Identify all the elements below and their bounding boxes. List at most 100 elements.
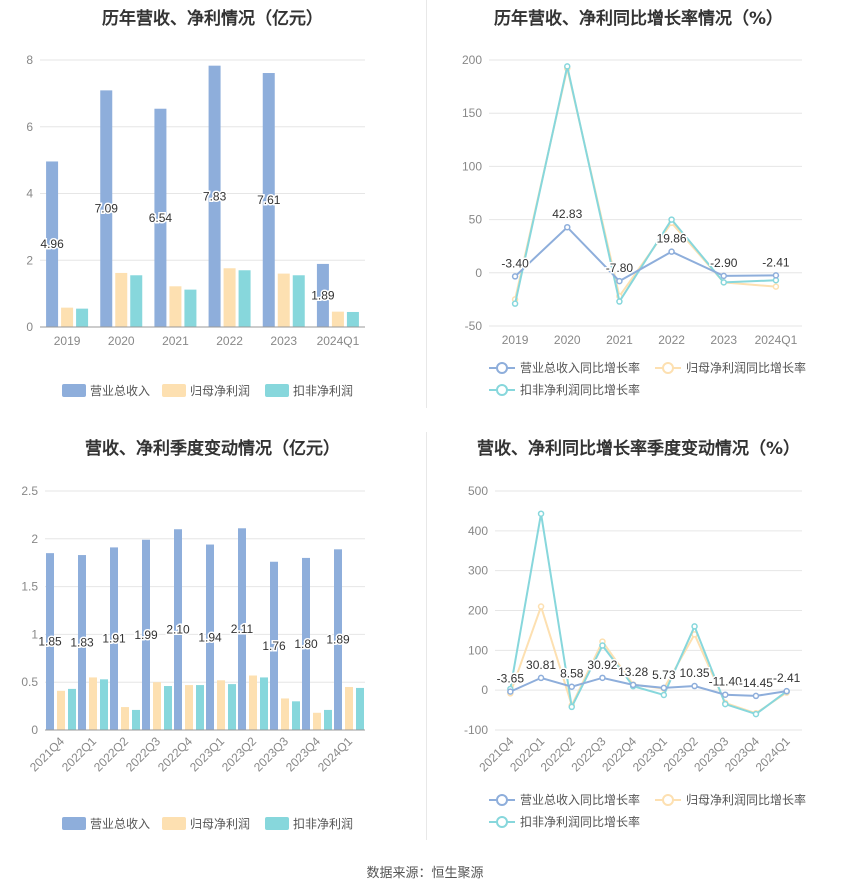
legend-label: 扣非净利润 (293, 384, 353, 398)
quarterly-revenue-profit-chart: 0 0.5 1 1.5 2 2.5 1.85 1.83 1.91 1.99 2.10 1.94 2.11… (21, 484, 365, 831)
data-label: 7.83 (203, 189, 227, 203)
series-line (509, 676, 787, 697)
annual-revenue-profit-chart: 0 2 4 6 8 4.96 7.09 6.54 7.83 7.61 1.89 2019 2020 202… (26, 53, 365, 398)
x-tick-label: 2023 (710, 333, 737, 347)
quarterly-revenue-profit-panel: 营收、净利季度变动情况（亿元） 0 0.5 1 1.5 2 2.5 1.85 1.83 1.91… (0, 430, 425, 850)
data-label: 30.92 (587, 658, 617, 672)
y-tick-label: 0 (31, 723, 38, 737)
x-tick-label: 2023Q4 (283, 734, 323, 774)
quarterly-growth-panel: 营收、净利同比增长率季度变动情况（%） -100 0 100 200 300 400 500… (427, 430, 850, 850)
legend-label: 营业总收入 (90, 817, 150, 831)
data-label: -2.41 (762, 255, 790, 269)
bar (130, 275, 143, 327)
y-tick-label: 200 (468, 604, 488, 618)
y-tick-label: 0.5 (21, 675, 38, 689)
x-tick-label: 2022Q4 (155, 734, 195, 774)
legend-swatch (265, 817, 289, 830)
y-tick-label: 2.5 (21, 484, 38, 498)
data-point (772, 272, 780, 279)
annual-growth-chart: -50 0 50 100 150 200 -3.40 42.83 -7.80 19.86 -2.90… (462, 53, 806, 397)
data-point (668, 248, 675, 255)
data-point (537, 674, 545, 682)
chart-title: 历年营收、净利同比增长率情况（%） (493, 9, 784, 29)
data-point (568, 683, 575, 690)
legend-label: 营业总收入同比增长率 (520, 792, 640, 807)
data-label: 1.89 (311, 288, 335, 302)
bar (121, 707, 129, 730)
legend-label: 营业总收入同比增长率 (520, 360, 640, 375)
data-point (564, 223, 571, 231)
data-point (564, 63, 571, 70)
data-label: -3.65 (497, 672, 525, 686)
data-label: 10.35 (680, 666, 710, 680)
legend-label: 归母净利润 (190, 817, 250, 831)
bars (46, 528, 364, 730)
bar (356, 687, 364, 730)
bar (260, 677, 268, 730)
legend-marker (496, 362, 508, 374)
y-tick-label: 1 (31, 627, 38, 641)
x-tick-label: 2024Q1 (317, 334, 360, 348)
legend-label: 归母净利润同比增长率 (686, 792, 806, 807)
y-tick-label: 150 (462, 106, 482, 120)
legend-label: 归母净利润同比增长率 (686, 360, 806, 375)
data-point (511, 300, 519, 307)
series-line (509, 513, 788, 716)
y-tick-label: 50 (469, 213, 483, 227)
bar (217, 680, 225, 730)
data-label: 1.85 (38, 635, 62, 649)
x-tick-label: 2020 (554, 333, 581, 347)
bar (142, 539, 150, 730)
chart-title: 历年营收、净利情况（亿元） (102, 9, 323, 29)
data-label: 30.81 (526, 658, 556, 672)
data-point (752, 710, 760, 718)
x-tick-label: 2023 (270, 334, 297, 348)
legend-swatch (62, 817, 86, 830)
data-label: -7.80 (606, 261, 634, 275)
bar (76, 308, 89, 327)
bar (281, 698, 289, 730)
data-point (629, 681, 637, 689)
data-point (752, 692, 760, 700)
data-point (537, 603, 545, 610)
y-tick-label: 0 (481, 683, 488, 697)
y-tick-label: 300 (468, 564, 488, 578)
data-point (537, 510, 545, 517)
legend-marker (496, 384, 508, 396)
x-tick-label: 2022Q2 (91, 734, 131, 774)
bar (46, 161, 59, 327)
bar (57, 690, 65, 730)
data-point (660, 684, 668, 692)
bar (61, 307, 74, 327)
x-tick-label: 2023Q3 (251, 734, 291, 774)
data-point (599, 674, 606, 682)
x-tick-label: 2024Q1 (753, 734, 793, 774)
data-point (722, 691, 729, 698)
series-line (514, 66, 776, 305)
x-tick-label: 2019 (54, 334, 81, 348)
legend-label: 扣非净利润同比增长率 (520, 814, 640, 829)
data-label: -3.40 (501, 256, 529, 270)
bar (89, 677, 97, 730)
bar (153, 682, 161, 730)
legend-marker (496, 816, 508, 828)
bar (238, 270, 251, 327)
data-label: 4.96 (40, 237, 64, 251)
legend-label: 营业总收入 (90, 384, 150, 398)
bar (292, 275, 305, 327)
bar (174, 529, 182, 730)
y-tick-label: 2 (26, 253, 33, 267)
bar (223, 268, 236, 327)
bar (292, 701, 300, 730)
data-label: 13.28 (618, 665, 648, 679)
data-label: 5.73 (652, 668, 676, 682)
legend-label: 扣非净利润 (293, 817, 353, 831)
x-tick-label: 2019 (502, 333, 529, 347)
y-tick-label: 2 (31, 532, 38, 546)
legend-swatch (265, 384, 289, 397)
y-tick-label: 100 (468, 643, 488, 657)
y-tick-label: 4 (26, 187, 33, 201)
data-point (660, 691, 668, 699)
data-label: 7.61 (257, 193, 281, 207)
data-label: 2.10 (166, 623, 190, 637)
